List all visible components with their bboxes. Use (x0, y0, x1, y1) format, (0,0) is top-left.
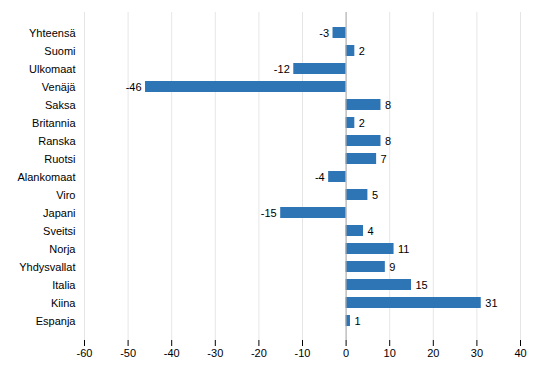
svg-text:Kiina: Kiina (51, 297, 76, 309)
svg-text:8: 8 (385, 135, 391, 147)
svg-text:Japani: Japani (43, 207, 75, 219)
svg-text:1: 1 (354, 315, 360, 327)
svg-text:Yhdysvallat: Yhdysvallat (19, 261, 75, 273)
svg-text:9: 9 (389, 261, 395, 273)
svg-text:-60: -60 (77, 347, 93, 359)
svg-text:-20: -20 (251, 347, 267, 359)
svg-text:2: 2 (359, 117, 365, 129)
svg-text:Viro: Viro (56, 189, 75, 201)
svg-text:Sveitsi: Sveitsi (43, 225, 75, 237)
svg-text:40: 40 (514, 347, 526, 359)
svg-text:4: 4 (368, 225, 374, 237)
svg-text:-4: -4 (315, 171, 325, 183)
svg-text:8: 8 (385, 99, 391, 111)
svg-text:20: 20 (427, 347, 439, 359)
svg-text:-12: -12 (274, 63, 290, 75)
svg-text:11: 11 (398, 243, 409, 255)
svg-text:2: 2 (359, 45, 365, 57)
svg-text:Venäjä: Venäjä (42, 81, 77, 93)
svg-text:15: 15 (416, 279, 428, 291)
svg-text:30: 30 (471, 347, 483, 359)
svg-text:-40: -40 (164, 347, 180, 359)
svg-text:Britannia: Britannia (32, 117, 76, 129)
svg-text:Yhteensä: Yhteensä (29, 27, 76, 39)
svg-text:Suomi: Suomi (44, 45, 75, 57)
svg-text:-50: -50 (120, 347, 136, 359)
svg-text:Espanja: Espanja (36, 315, 77, 327)
svg-text:7: 7 (381, 153, 387, 165)
svg-text:Ulkomaat: Ulkomaat (29, 63, 75, 75)
svg-text:Norja: Norja (49, 243, 76, 255)
svg-text:-10: -10 (295, 347, 311, 359)
svg-text:-15: -15 (261, 207, 277, 219)
svg-text:10: 10 (384, 347, 396, 359)
svg-text:Ranska: Ranska (38, 135, 76, 147)
svg-text:Italia: Italia (52, 279, 76, 291)
svg-text:Alankomaat: Alankomaat (17, 171, 75, 183)
svg-text:Ruotsi: Ruotsi (44, 153, 75, 165)
svg-text:5: 5 (372, 189, 378, 201)
svg-text:31: 31 (485, 297, 497, 309)
svg-text:Saksa: Saksa (45, 99, 76, 111)
svg-text:-3: -3 (319, 27, 329, 39)
svg-text:-30: -30 (207, 347, 223, 359)
svg-text:-46: -46 (126, 81, 142, 93)
svg-text:0: 0 (343, 347, 349, 359)
